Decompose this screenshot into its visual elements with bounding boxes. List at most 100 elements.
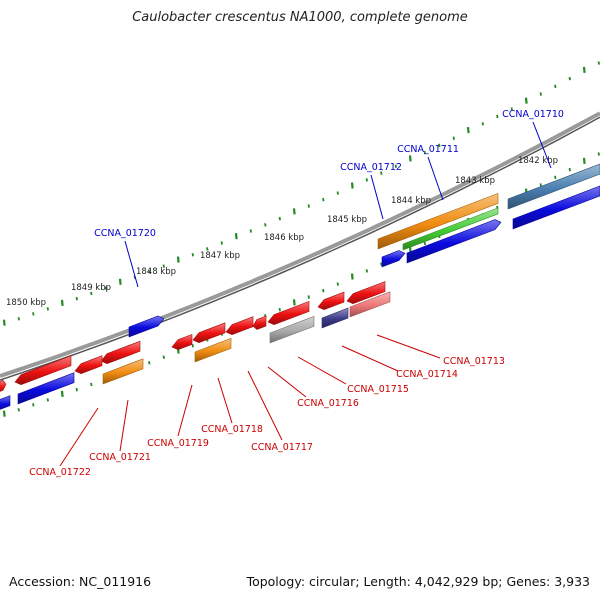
inner-tick-mark	[148, 361, 151, 365]
feature-ccna-01714	[349, 291, 391, 318]
feature-ccna-01713	[346, 281, 386, 305]
feature-ccna-01721	[100, 340, 141, 365]
feature-ccna-01716	[267, 300, 310, 326]
feature-ccna-01721-b	[102, 358, 144, 385]
feature-ccna-01721-c	[74, 355, 103, 375]
outer-tick-mark	[481, 122, 484, 126]
length-label: Length:	[363, 574, 411, 589]
outer-tick-mark	[292, 208, 296, 215]
outer-tick-mark	[307, 204, 310, 208]
kbp-tick-labels: 1842 kbp 1843 kbp 1844 kbp 1845 kbp 1846 kbp…	[6, 156, 558, 308]
feature-ccna-01711-b	[402, 207, 499, 251]
feature-edge-left-b	[0, 395, 11, 410]
feature-ccna-01720	[128, 315, 165, 338]
outer-tick-mark	[408, 155, 412, 162]
accession-label: Accession:	[9, 574, 76, 589]
topology-value: circular;	[309, 574, 360, 589]
feature-ccna-01710-b	[512, 185, 600, 230]
gene-label-ccna_01713: CCNA_01713	[443, 356, 505, 367]
inner-tick-mark	[350, 273, 354, 280]
feature-ccna-01718-b	[194, 337, 232, 363]
gene-label-ccna_01718: CCNA_01718	[201, 424, 263, 435]
outer-tick-mark	[75, 296, 78, 301]
outer-tick-mark	[466, 127, 470, 134]
inner-tick-mark	[307, 295, 310, 299]
outer-tick-mark	[336, 191, 339, 195]
feature-ccna-01715	[317, 291, 345, 311]
outer-tick-mark	[2, 319, 6, 326]
leader-line	[177, 384, 193, 437]
inner-tick-mark	[423, 241, 426, 246]
accession-info: Accession: NC_011916	[9, 574, 151, 589]
inner-tick-mark	[554, 175, 557, 180]
leader-line	[267, 366, 307, 398]
accession-value: NC_011916	[79, 574, 152, 589]
length-value: 4,042,929 bp;	[414, 574, 503, 589]
inner-tick-mark	[597, 152, 600, 156]
gene-label-ccna_01716: CCNA_01716	[297, 398, 359, 409]
kbp-tick-label: 1843 kbp	[455, 176, 495, 186]
outer-tick-mark	[438, 143, 441, 148]
inner-tick-mark	[2, 410, 6, 417]
gene-label-ccna_01710: CCNA_01710	[502, 109, 564, 120]
outer-tick-mark	[380, 171, 383, 175]
outer-tick-mark	[452, 136, 455, 141]
gene-label-ccna_01711: CCNA_01711	[397, 144, 459, 155]
inner-tick-mark	[46, 398, 49, 402]
gene-label-ccna_01721: CCNA_01721	[89, 452, 151, 463]
feature-ccna-01717-b	[225, 316, 254, 336]
feature-ccna-01712	[381, 250, 406, 268]
leader-line	[427, 156, 444, 201]
backbone-lower-line	[0, 116, 600, 381]
kbp-tick-label: 1848 kbp	[136, 267, 176, 277]
feature-edge-left	[0, 379, 7, 392]
outer-tick-mark	[17, 317, 20, 321]
outer-tick-mark	[176, 256, 180, 263]
outer-tick-mark	[46, 307, 49, 311]
leader-line	[376, 334, 441, 359]
outer-tick-mark	[278, 216, 281, 221]
outer-tick-mark	[582, 66, 586, 73]
outer-tick-mark	[60, 299, 64, 306]
kbp-tick-label: 1842 kbp	[518, 156, 558, 166]
backbone-upper-line	[0, 111, 600, 378]
leader-line	[247, 370, 283, 441]
feature-ccna-01710	[507, 163, 600, 210]
leader-line	[59, 407, 99, 467]
outer-tick-mark	[104, 286, 107, 290]
kbp-tick-label: 1850 kbp	[6, 298, 46, 308]
inner-tick-mark	[568, 167, 571, 172]
inner-tick-mark	[336, 282, 339, 286]
leader-line	[370, 174, 384, 220]
leader-line	[341, 345, 399, 372]
inner-tick-mark	[322, 288, 325, 293]
gene-features	[0, 163, 600, 410]
feature-ccna-01715-b	[321, 307, 349, 329]
inner-tick-mark	[539, 183, 542, 187]
inner-tick-mark	[32, 403, 35, 407]
genes-label: Genes:	[506, 574, 551, 589]
feature-ccna-01719	[171, 333, 193, 351]
inner-tick-mark	[60, 390, 64, 397]
outer-tick-mark	[539, 92, 542, 96]
kbp-tick-label: 1845 kbp	[327, 215, 367, 225]
gene-label-ccna_01719: CCNA_01719	[147, 438, 209, 449]
kbp-tick-label: 1847 kbp	[200, 251, 240, 261]
kbp-tick-label: 1849 kbp	[71, 283, 111, 293]
outer-tick-mark	[118, 278, 122, 285]
outer-tick-mark	[322, 197, 325, 202]
inner-tick-mark	[17, 408, 20, 412]
outer-tick-mark	[249, 229, 252, 233]
inner-tick-mark	[365, 269, 368, 273]
genome-stats: Topology: circular; Length: 4,042,929 bp…	[247, 574, 590, 589]
feature-ccna-01722-b	[17, 372, 75, 405]
genome-backbone	[0, 111, 600, 381]
leader-line	[532, 121, 552, 169]
outer-tick-mark	[554, 84, 557, 89]
inner-tick-mark	[162, 355, 165, 359]
feature-ccna-01716-b	[269, 315, 315, 344]
kbp-tick-label: 1846 kbp	[264, 233, 304, 243]
inner-tick-mark	[380, 262, 383, 266]
outer-tick-mark	[568, 76, 571, 81]
outer-tick-mark	[90, 291, 93, 296]
